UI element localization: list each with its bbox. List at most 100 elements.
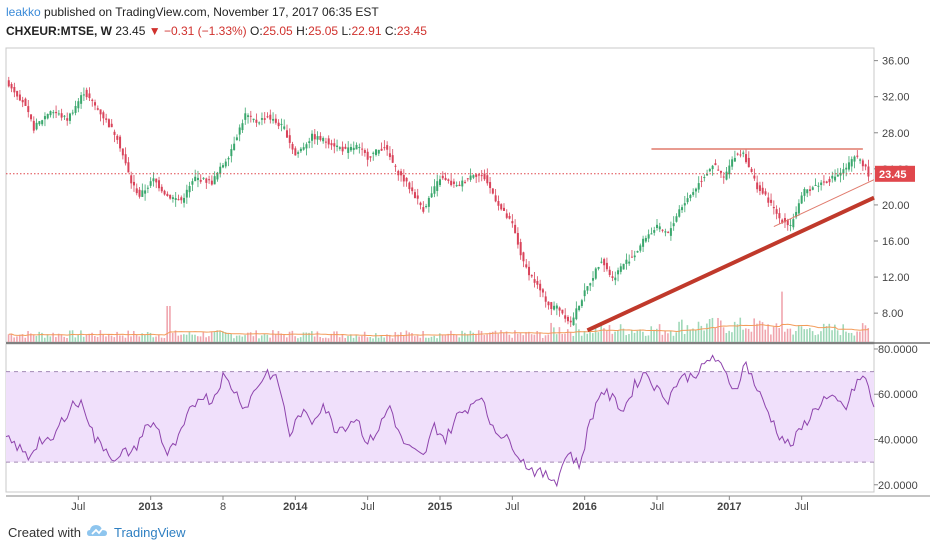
candle-body — [814, 184, 817, 186]
candle-body — [711, 165, 714, 170]
volume-bar — [427, 337, 430, 342]
candle-body — [341, 146, 344, 152]
price-tick-label: 12.00 — [882, 272, 910, 284]
volume-bar — [725, 333, 728, 342]
volume-bar — [119, 335, 121, 342]
candle-body — [391, 155, 394, 163]
candle-body — [783, 218, 786, 223]
candle-body — [149, 181, 152, 186]
candle-body — [85, 89, 88, 98]
candle-body — [283, 126, 286, 129]
symbol-label[interactable]: CHXEUR:MTSE, W — [6, 24, 112, 38]
candle-body — [642, 238, 645, 247]
chart-header: leakko published on TradingView.com, Nov… — [0, 0, 932, 44]
candle-body — [177, 199, 180, 201]
candle-body — [625, 259, 628, 264]
volume-bar — [750, 331, 753, 342]
volume-bar — [853, 335, 856, 342]
time-tick-label: 2017 — [717, 501, 741, 513]
candle-body — [692, 192, 695, 195]
author-link[interactable]: leakko — [6, 5, 41, 19]
volume-bar — [247, 332, 249, 342]
volume-bar — [539, 332, 541, 342]
candle-body — [10, 84, 13, 89]
candle-body — [263, 118, 266, 120]
publish-line: leakko published on TradingView.com, Nov… — [6, 5, 379, 19]
candle-body — [174, 198, 177, 200]
candle-body — [274, 118, 277, 123]
candle-body — [199, 179, 202, 182]
volume-bar — [628, 334, 630, 342]
volume-bar — [719, 320, 722, 342]
volume-bar — [669, 330, 672, 342]
candle-body — [96, 108, 99, 110]
candle-body — [789, 224, 792, 226]
volume-bar — [294, 336, 296, 342]
volume-bar — [222, 331, 224, 342]
candle-body — [739, 154, 742, 156]
volume-bar — [330, 333, 333, 342]
candle-body — [436, 181, 439, 191]
candle-body — [850, 159, 853, 167]
volume-bar — [814, 335, 817, 342]
volume-bar — [689, 329, 691, 342]
volume-bar — [836, 330, 839, 342]
candle-body — [138, 189, 141, 197]
volume-bar — [233, 338, 235, 342]
volume-bar — [113, 337, 116, 342]
volume-bar — [169, 306, 171, 342]
candle-body — [102, 112, 105, 119]
volume-bar — [388, 334, 391, 342]
candle-body — [269, 114, 272, 120]
volume-bar — [124, 337, 127, 342]
volume-bar — [845, 331, 847, 342]
volume-bar — [622, 328, 625, 342]
volume-bar — [789, 328, 792, 342]
candle-body — [772, 206, 775, 209]
candle-body — [171, 197, 174, 199]
volume-bar — [572, 335, 575, 342]
candle-body — [550, 302, 553, 310]
candle-body — [24, 98, 27, 106]
volume-bar — [756, 323, 758, 342]
candle-body — [544, 296, 547, 302]
candle-body — [836, 174, 839, 177]
candle-body — [308, 141, 311, 144]
tradingview-brand[interactable]: TradingView — [114, 525, 186, 540]
chart-canvas[interactable]: 36.0032.0028.0024.0020.0016.0012.008.008… — [0, 44, 932, 516]
candle-body — [210, 180, 213, 185]
volume-bar — [566, 329, 569, 342]
candle-body — [241, 123, 244, 131]
volume-bar — [322, 338, 324, 342]
volume-bar — [177, 335, 180, 342]
volume-bar — [230, 333, 232, 342]
candle-body — [327, 138, 330, 145]
volume-bar — [13, 337, 15, 342]
volume-bar — [811, 331, 814, 342]
candle-body — [160, 186, 163, 192]
volume-bar — [455, 334, 458, 342]
candle-body — [191, 181, 194, 185]
volume-bar — [38, 331, 40, 342]
candle-body — [653, 230, 656, 233]
candle-body — [861, 160, 864, 167]
volume-bar — [692, 328, 694, 342]
candle-body — [413, 192, 416, 199]
volume-bar — [822, 323, 825, 342]
candle-body — [728, 165, 731, 175]
candle-body — [575, 308, 578, 320]
volume-bar — [578, 329, 580, 342]
candle-body — [52, 112, 55, 114]
volume-bar — [249, 332, 252, 342]
volume-bar — [519, 332, 522, 342]
candle-body — [57, 113, 60, 115]
volume-bar — [508, 334, 511, 342]
volume-bar — [795, 330, 797, 342]
candle-body — [694, 188, 697, 192]
volume-bar — [658, 324, 661, 342]
candle-body — [795, 211, 798, 218]
volume-bar — [708, 319, 711, 342]
volume-bar — [324, 337, 327, 342]
volume-bar — [728, 330, 730, 342]
volume-bar — [400, 332, 402, 342]
